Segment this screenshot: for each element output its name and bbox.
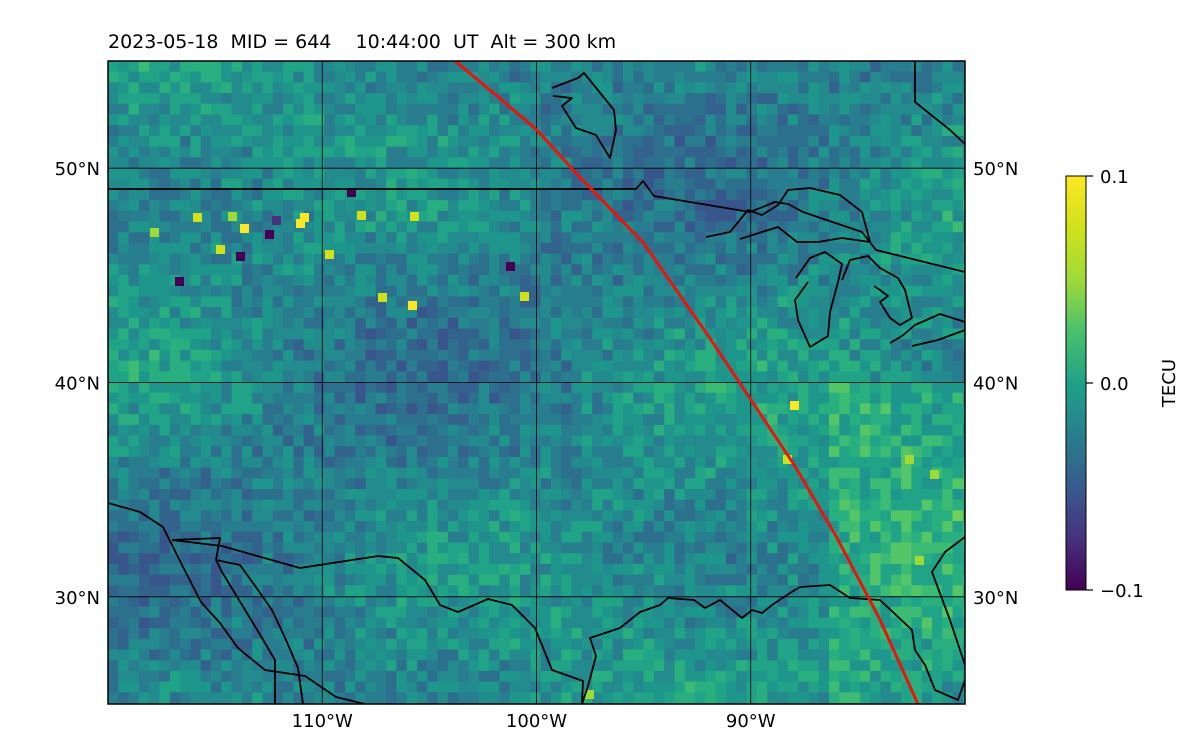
colorbar-gradient — [1065, 175, 1087, 591]
graticule — [108, 61, 965, 704]
colorbar-tick-label: 0.0 — [1100, 374, 1129, 395]
colorbar-ticks: 0.1 0.0 −0.1 — [1086, 167, 1144, 602]
lat-tick-label-left: 40°N — [55, 374, 100, 395]
baja-california — [215, 559, 276, 704]
tec-grid — [108, 61, 965, 704]
lakes-erie-ontario — [889, 313, 965, 347]
map-panel — [108, 61, 965, 704]
colorbar: 0.1 0.0 −0.1 TECU — [1065, 167, 1180, 602]
lake-michigan — [794, 251, 843, 348]
lat-tick-label-right: 30°N — [973, 588, 1018, 609]
lake-superior — [705, 187, 871, 243]
lat-tick-label-left: 30°N — [55, 588, 100, 609]
map-title: 2023-05-18 MID = 644 10:44:00 UT Alt = 3… — [108, 31, 616, 53]
lon-tick-label: 90°W — [726, 711, 776, 732]
lat-tick-label-right: 40°N — [973, 374, 1018, 395]
lat-tick-label-right: 50°N — [973, 159, 1018, 180]
map-frame — [107, 60, 966, 705]
lat-tick-label-left: 50°N — [55, 159, 100, 180]
northeast-coast — [914, 61, 965, 145]
us-mexico-border — [171, 539, 584, 704]
colorbar-tick-label: −0.1 — [1100, 581, 1144, 602]
us-canada-border — [108, 180, 965, 273]
colorbar-tick-label: 0.1 — [1100, 167, 1129, 188]
lon-tick-label: 100°W — [506, 711, 567, 732]
satellite-track — [454, 61, 920, 704]
lon-tick-label: 110°W — [292, 711, 353, 732]
hudson-bay-coast — [551, 72, 617, 159]
pacific-coast — [108, 502, 366, 704]
lake-huron — [841, 255, 913, 326]
gulf-coast — [581, 584, 965, 704]
florida-atlantic-coast — [931, 536, 965, 666]
colorbar-label: TECU — [1159, 359, 1180, 408]
coastlines-borders — [108, 61, 965, 704]
axis-ticks: 50°N 50°N 40°N 40°N 30°N 30°N 110°W 100°W 90°W — [55, 159, 1019, 732]
